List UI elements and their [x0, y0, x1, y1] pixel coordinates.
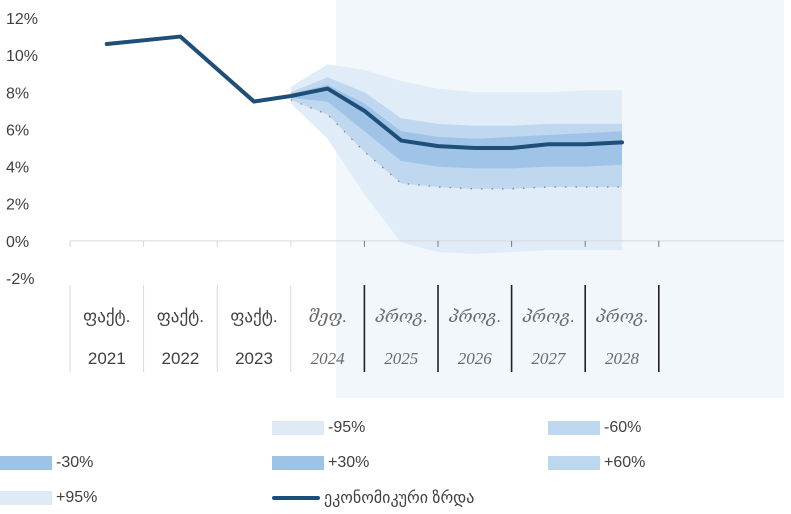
legend-swatch-plus30: [272, 456, 324, 470]
legend-item-plus95: +95%: [0, 488, 97, 508]
fan-chart: 12%10%8%6%4%2%0%-2% ფაქტ.2021ფაქტ.2022ფა…: [6, 0, 784, 398]
category-label-year: 2026: [458, 349, 493, 368]
x-axis-categories: ფაქტ. 2021 ფაქტ. 2022 ფაქტ. 2023 შეფ. 2024 პროგ.…: [83, 307, 648, 368]
category-label-top: ფაქტ.: [230, 307, 277, 326]
category-label-top: ფაქტ.: [157, 307, 204, 326]
legend-label-minus95: -95%: [328, 419, 366, 436]
y-tick-label: 12%: [6, 11, 38, 28]
growth-line: [104, 34, 624, 150]
legend-swatch-plus95: [0, 491, 52, 505]
category-label-top: შეფ.: [308, 307, 346, 326]
category-label-year: 2028: [605, 349, 640, 368]
category-label-year: 2024: [311, 349, 346, 368]
category-label-top: პროგ.: [596, 307, 649, 326]
legend-item-minus95: -95%: [272, 418, 365, 438]
legend-item-plus60: +60%: [548, 453, 645, 473]
category-label-top: პროგ.: [522, 307, 575, 326]
category-label-top: პროგ.: [448, 307, 501, 326]
legend-swatch-minus60: [548, 421, 600, 435]
y-axis-ticks: 12% 10% 8% 6% 4% 2% 0% -2%: [6, 11, 38, 288]
legend-swatch-plus60: [548, 456, 600, 470]
category-label-year: 2021: [88, 349, 126, 368]
category-label-year: 2022: [161, 349, 199, 368]
legend-item-growth-line: ეკონომიკური ზრდა: [272, 488, 474, 508]
category-label-year: 2023: [235, 349, 273, 368]
category-label-top: პროგ.: [375, 307, 428, 326]
category-label-year: 2025: [384, 349, 418, 368]
legend-label-plus95: +95%: [56, 489, 98, 506]
legend-item-plus30: +30%: [272, 453, 369, 473]
legend-label-growth: ეკონომიკური ზრდა: [324, 490, 475, 507]
legend-line-marker: [272, 496, 320, 500]
fan-bands: [290, 64, 622, 254]
axes: [69, 240, 784, 372]
fan-band-plus30%: [290, 84, 622, 169]
y-tick-label: 8%: [6, 85, 29, 102]
legend-label-plus30: +30%: [328, 454, 370, 471]
legend-item-minus30: -30%: [0, 453, 93, 473]
legend-label-plus60: +60%: [604, 454, 646, 471]
y-tick-label: 6%: [6, 122, 29, 139]
legend-swatch-minus30: [0, 456, 52, 470]
legend-item-minus60: -60%: [548, 418, 641, 438]
y-tick-label: 2%: [6, 197, 29, 214]
legend-label-minus30: -30%: [56, 454, 94, 471]
category-label-year: 2027: [531, 349, 567, 368]
y-tick-label: 0%: [6, 234, 29, 251]
y-tick-label: -2%: [6, 271, 34, 288]
category-label-top: ფაქტ.: [83, 307, 130, 326]
y-tick-label: 10%: [6, 48, 38, 65]
y-tick-label: 4%: [6, 160, 29, 177]
legend-label-minus60: -60%: [604, 419, 642, 436]
legend-swatch-minus95: [272, 421, 324, 435]
